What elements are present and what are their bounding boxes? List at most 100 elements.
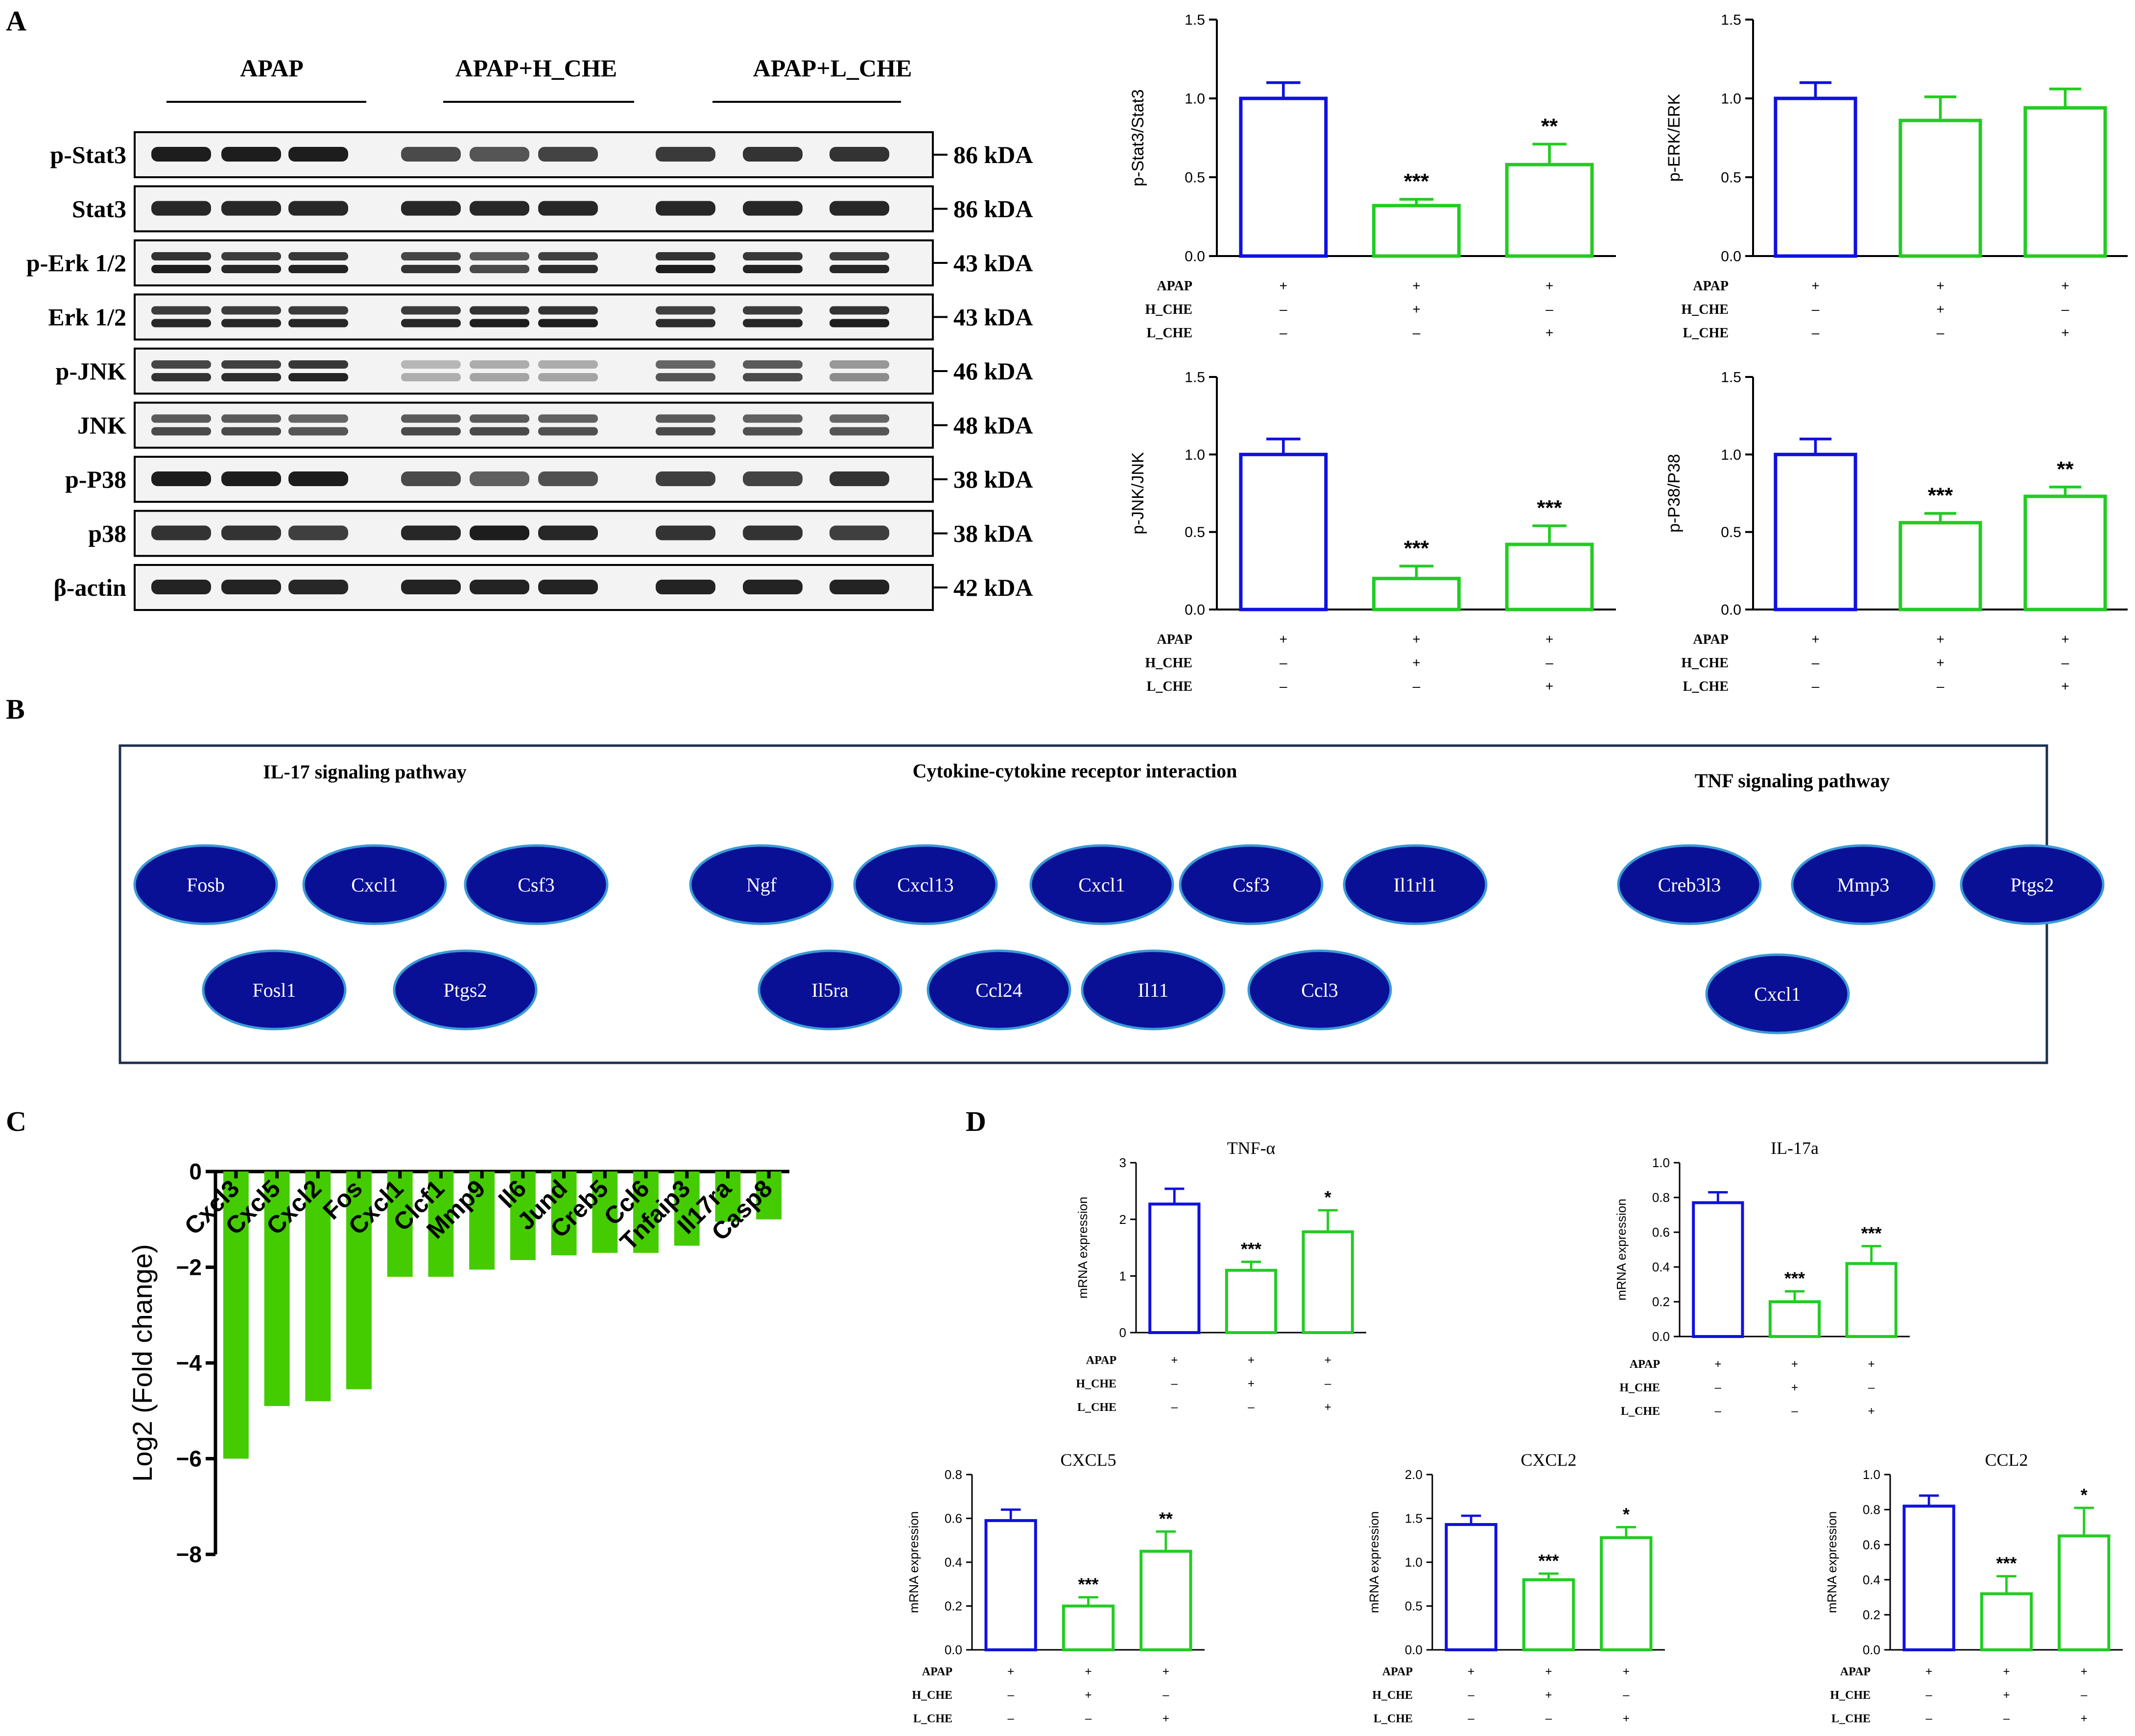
chart-p_jnk: 0.0 0.5 1.0 1.5 p-JNK/JNK *** *** APAP + + + H_CHE –…: [1129, 370, 1616, 694]
gene-node-shape: [393, 949, 538, 1031]
gene-node: Csf3: [464, 844, 609, 925]
y-tick-label: 0.2: [1652, 1294, 1670, 1309]
y-axis-label: p-P38/P38: [1665, 454, 1684, 533]
treatment-label: L_CHE: [1683, 326, 1729, 341]
blot-band: [470, 252, 529, 260]
bar: [1372, 204, 1461, 258]
blot-band: [538, 525, 598, 540]
treatment-sign: +: [1936, 632, 1944, 647]
treatment-label: APAP: [1693, 632, 1729, 647]
y-tick-label: 1.0: [1863, 1467, 1880, 1482]
blot-band: [470, 427, 529, 436]
blot-group-label: APAP+L_CHE: [753, 54, 912, 82]
gene-node-label: Csf3: [518, 874, 555, 896]
blot-band: [743, 427, 803, 436]
blot-band: [221, 471, 281, 486]
bar: [674, 1172, 700, 1246]
treatment-sign: +: [1811, 632, 1819, 647]
bar: [592, 1172, 618, 1253]
chart-title: CXCL2: [1520, 1450, 1576, 1470]
y-tick-label: 1.5: [1185, 12, 1205, 28]
blot-size-label: 46 kDA: [953, 357, 1033, 385]
y-tick-label: −2: [176, 1255, 202, 1280]
gene-node-shape: [1029, 844, 1174, 925]
bar: [2023, 494, 2107, 611]
gene-node-shape: [1179, 844, 1324, 925]
blot-band: [538, 373, 598, 381]
blot-band: [288, 373, 348, 381]
y-tick-label: 1.5: [1721, 12, 1741, 28]
blot-band: [743, 580, 803, 594]
treatment-label: H_CHE: [912, 1689, 952, 1702]
pathway-group: TNF signaling pathway Creb3l3 Mmp3 Ptgs2 Cxc…: [1617, 770, 2105, 1034]
blot-band: [656, 471, 715, 486]
gene-node-label: Il5ra: [811, 979, 849, 1001]
y-tick-label: 0.2: [1863, 1608, 1880, 1622]
bar: [1239, 96, 1328, 258]
blot-band: [743, 414, 803, 423]
y-tick-label: 0.0: [1405, 1642, 1423, 1657]
significance-label: ***: [1241, 1239, 1261, 1259]
treatment-sign: +: [1545, 278, 1553, 293]
y-tick-label: 0.0: [945, 1642, 962, 1657]
bar: [1902, 1504, 1955, 1651]
blot-band: [538, 471, 598, 486]
treatment-sign: –: [1007, 1689, 1014, 1702]
treatment-sign: –: [1248, 1401, 1255, 1414]
blot-size-label: 43 kDA: [953, 304, 1033, 331]
blot-band: [401, 373, 461, 381]
treatment-sign: –: [1925, 1689, 1932, 1702]
blot-band: [288, 201, 348, 216]
treatment-label: APAP: [1086, 1354, 1116, 1367]
treatment-label: H_CHE: [1145, 656, 1192, 671]
bar: [1774, 96, 1857, 258]
treatment-sign: –: [2062, 302, 2069, 317]
gene-node: Mmp3: [1791, 844, 1936, 925]
treatment-sign: –: [1937, 679, 1945, 694]
blot-band: [151, 201, 211, 216]
treatment-sign: –: [1413, 325, 1421, 340]
treatment-sign: –: [1715, 1381, 1722, 1394]
blot-row: p38 38 kDA: [88, 510, 1033, 557]
blot-protein-label: JNK: [77, 412, 126, 439]
gene-node: Cxcl13: [853, 844, 998, 925]
blot-band: [656, 319, 715, 328]
blot-band: [538, 201, 598, 216]
blot-row: Erk 1/2 43 kDA: [48, 293, 1033, 341]
chart-title: IL-17a: [1771, 1138, 1819, 1158]
treatment-sign: +: [1468, 1665, 1474, 1678]
y-tick-label: 1.5: [1721, 370, 1741, 386]
treatment-sign: +: [1545, 1665, 1552, 1678]
y-tick-label: 1: [1119, 1268, 1126, 1283]
y-tick-label: 0.8: [1652, 1190, 1670, 1205]
treatment-label: H_CHE: [1682, 302, 1729, 317]
y-tick-label: 0: [189, 1159, 202, 1184]
gene-node-shape: [302, 844, 447, 925]
treatment-sign: –: [1715, 1405, 1722, 1418]
gene-node-label: Il11: [1138, 979, 1169, 1001]
treatment-sign: –: [1468, 1689, 1474, 1702]
bar: [1980, 1592, 2033, 1651]
treatment-sign: –: [2081, 1689, 2088, 1702]
y-tick-label: 1.0: [1405, 1555, 1423, 1570]
treatment-sign: +: [1623, 1712, 1630, 1725]
treatment-sign: +: [1412, 302, 1420, 317]
blot-band: [151, 427, 211, 436]
treatment-sign: –: [1545, 1712, 1552, 1725]
blot-band: [656, 580, 715, 594]
significance-label: ***: [1996, 1553, 2016, 1573]
treatment-sign: +: [1248, 1354, 1255, 1367]
blot-band: [656, 373, 715, 381]
gene-node-label: Il1rl1: [1394, 874, 1437, 896]
treatment-sign: +: [1162, 1665, 1169, 1678]
blot-band: [538, 252, 598, 260]
treatment-sign: +: [1811, 278, 1819, 293]
blot-band: [743, 147, 803, 162]
blot-band: [288, 471, 348, 486]
y-tick-label: 0.6: [1652, 1225, 1670, 1240]
blot-band: [401, 360, 461, 369]
bar: [469, 1172, 495, 1270]
bar: [346, 1172, 372, 1389]
